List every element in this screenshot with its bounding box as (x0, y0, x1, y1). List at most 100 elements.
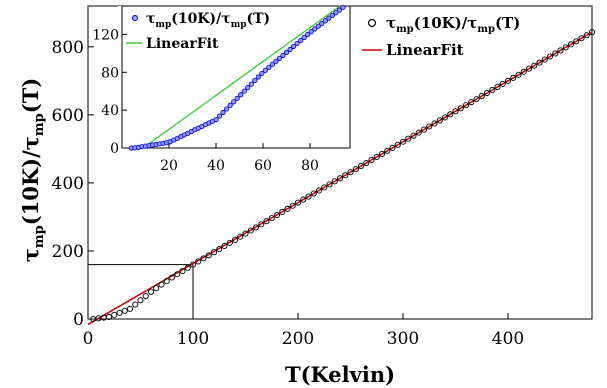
main-data-point (126, 305, 134, 312)
main-data-point (557, 47, 564, 54)
inset-legend: τmp(10K)/τmp(T) LinearFit (126, 11, 270, 52)
main-data-point (310, 190, 317, 197)
main-data-point (573, 38, 580, 45)
inset-data-point (252, 77, 258, 84)
main-data-point (546, 53, 554, 60)
inset-data-point (336, 7, 343, 13)
main-data-point (368, 156, 375, 164)
inset-data-point (298, 37, 304, 44)
main-x-axis-ticks: 0 100 200 300 400 (83, 313, 524, 349)
main-data-point (567, 41, 575, 48)
inset-x-tick-label: 40 (207, 158, 225, 174)
inset-linear-fit (142, 5, 341, 149)
legend-label-fit: LinearFit (386, 41, 464, 59)
main-data-point (268, 215, 275, 222)
main-data-point (352, 166, 359, 173)
inset-y-tick-label: 80 (101, 65, 119, 81)
inset-legend-label-data: τmp(10K)/τmp(T) (146, 11, 270, 30)
main-data-point (326, 181, 333, 188)
main-data-point (105, 313, 113, 321)
main-data-point (111, 311, 118, 318)
inset-data-point (259, 70, 265, 77)
main-data-point (363, 160, 370, 167)
inset-y-tick-label: 0 (110, 141, 119, 157)
inset-data-point (280, 52, 286, 58)
inset-data-point (329, 12, 335, 19)
inset-data-point (255, 74, 261, 80)
main-x-tick-label: 400 (492, 329, 524, 349)
main-data-point (426, 123, 433, 130)
inset-data-point (294, 40, 300, 47)
main-data-point (373, 153, 380, 161)
main-data-point (200, 255, 207, 262)
inset-data-point (231, 99, 237, 105)
main-data-point (478, 93, 485, 100)
inset-data-point (333, 10, 339, 16)
inset-data-point (287, 46, 293, 53)
inset-chart: 20 40 60 80 0 40 80 120 τmp(10K)/τmp(T) Linear… (92, 4, 351, 174)
main-data-point (195, 258, 202, 265)
main-data-point (315, 187, 323, 194)
main-data-point (384, 147, 391, 154)
main-legend: τmp(10K)/τmp(T) LinearFit (362, 14, 520, 59)
main-data-point (473, 96, 480, 103)
main-data-point (137, 297, 144, 304)
main-data-point (300, 196, 307, 203)
main-data-point (504, 77, 512, 84)
inset-x-tick-label: 80 (301, 158, 319, 174)
main-data-point (273, 211, 281, 219)
inset-legend-marker (132, 15, 138, 21)
main-data-point (321, 184, 328, 191)
main-data-point (499, 80, 506, 87)
main-linear-fit (87, 31, 593, 326)
main-data-point (174, 271, 181, 278)
inset-y-axis-ticks: 0 40 80 120 (92, 27, 127, 157)
main-y-tick-label: 0 (73, 310, 84, 330)
main-data-point (305, 193, 312, 200)
main-data-point (205, 252, 212, 259)
inset-data-point (238, 92, 244, 98)
inset-y-tick-label: 40 (101, 103, 119, 119)
main-data-point (153, 285, 160, 292)
main-data-point (436, 117, 443, 124)
inset-data-point (227, 102, 233, 109)
inset-data-point (266, 64, 272, 70)
main-data-point (588, 29, 596, 36)
inset-data-point (248, 81, 254, 87)
main-data-point (562, 44, 569, 51)
main-data-point (184, 264, 191, 271)
main-data-point (520, 68, 527, 75)
main-data-point (347, 169, 354, 176)
main-data-point (242, 230, 249, 237)
main-data-point (541, 56, 548, 63)
inset-data-point (269, 61, 276, 67)
main-data-point (121, 307, 128, 314)
inset-data-point (326, 15, 332, 21)
main-data-point (342, 172, 349, 179)
inset-data-points (128, 4, 346, 151)
main-data-point (525, 65, 533, 72)
main-data-point (431, 120, 438, 127)
main-data-point (147, 288, 155, 295)
inset-data-point (245, 85, 251, 91)
main-data-point (231, 236, 239, 243)
main-data-point (221, 242, 228, 250)
main-data-point (510, 74, 517, 81)
main-data-point (457, 105, 464, 112)
main-data-point (331, 178, 338, 185)
main-data-point (468, 99, 475, 106)
main-data-point (483, 89, 491, 97)
main-data-point (142, 292, 149, 300)
main-data-point (237, 233, 244, 240)
main-data-point (489, 86, 496, 94)
main-data-point (210, 249, 218, 256)
inset-x-tick-label: 20 (160, 158, 178, 174)
inset-data-point (262, 67, 268, 73)
inset-plot-frame (121, 5, 351, 149)
main-data-point (158, 281, 165, 288)
main-data-point (552, 50, 559, 57)
inset-data-point (234, 95, 240, 101)
main-data-point (294, 199, 302, 206)
legend-label-data: τmp(10K)/τmp(T) (386, 14, 520, 35)
